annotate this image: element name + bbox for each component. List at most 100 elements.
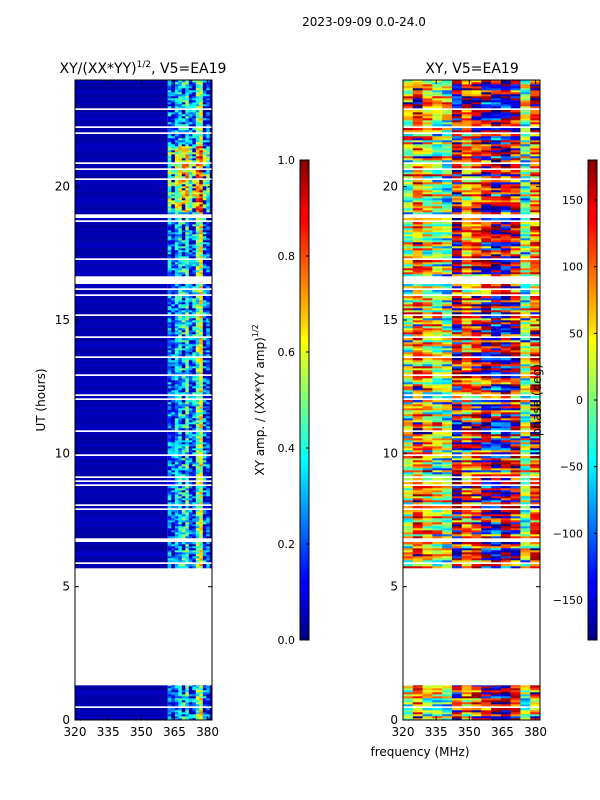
left-heatmap-cell <box>199 114 204 117</box>
right-heatmap-cell <box>403 490 414 493</box>
right-heatmap-row <box>403 416 541 419</box>
left-heatmap-cell <box>188 176 193 179</box>
left-low-coherence-cell <box>209 468 212 471</box>
left-heatmap-row <box>75 718 212 721</box>
left-heatmap-cell <box>171 198 176 201</box>
left-heatmap-cell <box>185 498 190 501</box>
right-heatmap-cell <box>471 432 482 435</box>
left-heatmap-cell <box>199 170 204 173</box>
right-heatmap-row <box>403 490 541 493</box>
left-heatmap-cell <box>206 716 211 719</box>
left-heatmap-cell <box>195 242 200 245</box>
left-low-coherence-cell <box>209 286 212 289</box>
right-heatmap-row <box>403 688 541 691</box>
right-heatmap-cell <box>500 474 511 477</box>
left-heatmap-cell <box>171 690 176 693</box>
left-heatmap-cell <box>199 524 204 527</box>
right-heatmap-cell <box>422 410 433 413</box>
left-heatmap-cell <box>181 496 186 499</box>
left-heatmap-cell <box>185 360 190 363</box>
left-heatmap-cell <box>171 438 176 441</box>
right-heatmap-row <box>403 536 541 539</box>
right-heatmap-cell <box>530 490 541 493</box>
right-heatmap-cell <box>422 420 433 423</box>
left-heatmap-cell <box>199 418 204 421</box>
left-low-coherence-cell <box>209 106 212 109</box>
right-heatmap-cell <box>520 432 531 435</box>
left-heatmap-cell <box>181 104 186 107</box>
right-heatmap-cell <box>412 434 423 437</box>
left-heatmap-cell <box>199 96 204 99</box>
left-heatmap-cell <box>199 218 204 221</box>
left-heatmap-cell <box>181 528 186 531</box>
right-heatmap-cell <box>500 458 511 461</box>
left-heatmap-cell <box>195 304 200 307</box>
right-heatmap-cell <box>481 426 492 429</box>
right-heatmap-cell <box>412 502 423 505</box>
left-heatmap-cell <box>167 306 172 309</box>
left-heatmap-cell <box>171 254 176 257</box>
left-heatmap-cell <box>202 128 207 131</box>
left-heatmap-cell <box>199 152 204 155</box>
right-heatmap-cell <box>491 552 502 555</box>
right-heatmap-cell <box>442 714 453 717</box>
left-heatmap-cell <box>206 388 211 391</box>
left-heatmap-cell <box>188 386 193 389</box>
left-heatmap-cell <box>195 416 200 419</box>
left-heatmap-cell <box>178 234 183 237</box>
left-heatmap-cell <box>188 222 193 225</box>
left-heatmap-cell <box>181 250 186 253</box>
left-heatmap-cell <box>171 698 176 701</box>
left-heatmap-cell <box>181 244 186 247</box>
left-low-coherence-cell <box>209 502 212 505</box>
right-heatmap-cell <box>520 510 531 513</box>
left-low-coherence-cell <box>75 116 168 119</box>
left-low-coherence-cell <box>209 372 212 375</box>
left-heatmap-cell <box>185 386 190 389</box>
left-heatmap-cell <box>178 184 183 187</box>
left-heatmap-cell <box>181 152 186 155</box>
left-heatmap-cell <box>202 158 207 161</box>
left-heatmap-row <box>75 306 212 309</box>
right-heatmap-cell <box>412 414 423 417</box>
left-heatmap-row <box>75 254 212 257</box>
left-heatmap-cell <box>195 376 200 379</box>
right-heatmap-cell <box>481 432 492 435</box>
right-heatmap-cell <box>461 554 472 557</box>
left-heatmap-cell <box>202 96 207 99</box>
left-low-coherence-cell <box>209 128 212 131</box>
right-heatmap-row <box>403 454 540 456</box>
right-heatmap-row <box>403 486 541 489</box>
right-heatmap-cell <box>403 698 414 701</box>
left-heatmap-cell <box>174 408 179 411</box>
right-heatmap-cell <box>451 518 463 521</box>
left-heatmap-row <box>75 116 212 119</box>
left-heatmap-cell <box>202 564 207 567</box>
right-heatmap-cell <box>461 404 472 407</box>
left-heatmap-cell <box>185 106 190 109</box>
left-heatmap-cell <box>167 252 172 255</box>
right-heatmap-cell <box>491 702 502 705</box>
left-heatmap-cell <box>195 326 200 329</box>
left-heatmap-cell <box>167 82 172 85</box>
left-low-coherence-cell <box>209 550 212 553</box>
left-low-coherence-cell <box>75 274 168 277</box>
left-low-coherence-cell <box>209 422 212 425</box>
left-low-coherence-cell <box>209 404 212 407</box>
left-heatmap-cell <box>174 160 179 163</box>
left-heatmap-cell <box>206 92 211 95</box>
left-heatmap-cell <box>178 326 183 329</box>
left-heatmap-cell <box>188 366 193 369</box>
left-heatmap-cell <box>192 260 197 263</box>
left-low-coherence-cell <box>75 150 168 153</box>
left-heatmap-cell <box>192 232 197 235</box>
right-heatmap-cell <box>481 448 492 451</box>
left-heatmap-cell <box>199 468 204 471</box>
right-heatmap-cell <box>530 714 541 717</box>
right-heatmap-cell <box>412 388 423 391</box>
left-heatmap-cell <box>185 156 190 159</box>
left-heatmap-row <box>75 382 212 385</box>
left-heatmap-cell <box>192 172 197 175</box>
left-heatmap-cell <box>181 450 186 453</box>
left-heatmap-cell <box>185 440 190 443</box>
